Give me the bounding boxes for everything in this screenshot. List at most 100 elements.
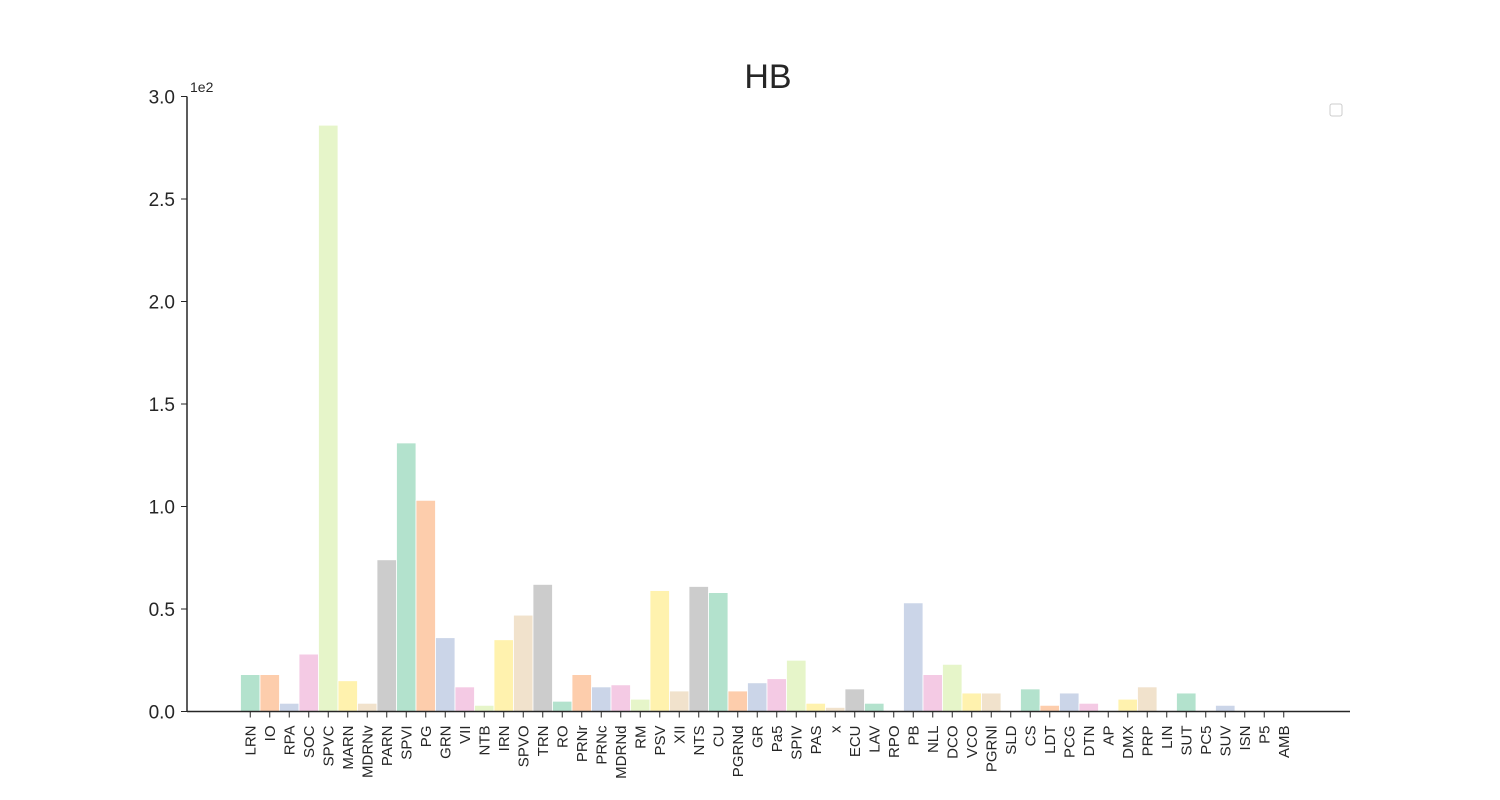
x-tick-label: PRNc (593, 725, 610, 765)
x-tick-label: LAV (866, 726, 883, 753)
y-axis: 0.0 0.5 1.0 1.5 2.0 2.5 3.0 (149, 88, 188, 724)
x-tick-label: ECU (847, 726, 864, 758)
bar-lav (864, 702, 885, 712)
bar-vii (454, 686, 475, 712)
bar-pg (415, 499, 436, 712)
bar-prp (1137, 686, 1158, 712)
y-scale-label: 1e2 (190, 79, 214, 95)
bar-pcg (1059, 692, 1080, 712)
x-tick-label: LDT (1042, 726, 1059, 754)
bar-lrn (240, 674, 261, 712)
x-tick-label: VCO (964, 726, 981, 759)
bar-spvo (513, 614, 534, 712)
x-tick-label: PCG (1061, 726, 1078, 759)
x-tick-label: PGRNd (730, 726, 747, 778)
bar-mdrnv (357, 702, 378, 712)
bar-spiv (786, 659, 807, 712)
bar-xii (669, 690, 690, 712)
x-tick-label: PC5 (1198, 726, 1215, 755)
x-tick-label: NTB (476, 726, 493, 756)
x-tick-label: DMX (1120, 726, 1137, 759)
x-tick-label: TRN (535, 726, 552, 757)
bar-spvi (396, 442, 417, 712)
x-tick-label: RPA (281, 726, 298, 756)
bar-prnr (571, 674, 592, 712)
x-tick-label: SPVO (515, 726, 532, 768)
bar-dco (942, 663, 963, 712)
x-tick-label: SUV (1217, 726, 1234, 757)
x-tick-label: PARN (379, 726, 396, 767)
x-tick-label: LRN (242, 726, 259, 756)
bar-soc (298, 653, 319, 712)
x-tick-label: MDRNv (359, 725, 376, 778)
x-tick-label: RPO (886, 726, 903, 759)
x-tick-label: IO (262, 726, 279, 742)
bar-rpa (279, 702, 300, 712)
x-tick-label: CS (1022, 726, 1039, 747)
x-tick-label: AMB (1276, 726, 1293, 759)
chart-title: HB (744, 58, 791, 96)
bar-pa5 (766, 678, 787, 712)
x-tick-label: SPVI (398, 726, 415, 760)
x-tick-label: SPIV (788, 726, 805, 760)
x-tick-label: MARN (340, 726, 357, 770)
bar-sut (1176, 692, 1197, 712)
bar-pas (805, 702, 826, 712)
bar-irn (493, 639, 514, 712)
bar-rm (630, 698, 651, 712)
bar-nll (922, 674, 943, 712)
x-tick-label: VII (457, 726, 474, 744)
x-tick-label: SUT (1178, 726, 1195, 756)
bar-vco (961, 692, 982, 712)
y-tick-label: 1.0 (149, 498, 175, 519)
x-tick-label: PB (905, 726, 922, 746)
legend-box (1329, 103, 1343, 117)
bar-cu (708, 592, 729, 712)
x-tick-label: GR (749, 725, 766, 748)
bar-gr (747, 682, 768, 712)
x-tick-label: PGRNl (983, 726, 1000, 773)
bar-spvc (318, 124, 339, 712)
bar-suv (1215, 704, 1236, 712)
x-tick-label: SOC (301, 725, 318, 758)
bar-trn (532, 584, 553, 712)
bar-ldt (1039, 704, 1060, 712)
y-tick-label: 1.5 (149, 395, 175, 416)
y-tick-label: 2.5 (149, 190, 175, 211)
x-tick-label: RM (632, 726, 649, 749)
bar-ecu (844, 688, 865, 712)
y-tick-label: 2.0 (149, 293, 175, 314)
bar-psv (649, 590, 670, 712)
x-tick-label: XII (671, 726, 688, 744)
bar-pgrnd (727, 690, 748, 712)
x-tick-label: PG (418, 726, 435, 748)
x-tick-label: PSV (652, 726, 669, 756)
bar-io (259, 674, 280, 712)
bar-ro (552, 700, 573, 712)
x-tick-label: x (827, 725, 844, 733)
x-tick-label: ISN (1237, 726, 1254, 751)
bar-prnc (591, 686, 612, 712)
x-tick-label: SLD (1003, 725, 1020, 754)
bars-group (240, 124, 1236, 712)
x-tick-label: MDRNd (613, 726, 630, 779)
bar-mdrnd (610, 684, 631, 712)
bar-ntb (474, 704, 495, 712)
y-tick-label: 3.0 (149, 88, 175, 109)
x-tick-label: CU (710, 726, 727, 748)
bar-dtn (1078, 702, 1099, 712)
bar-nts (688, 586, 709, 712)
x-tick-label: AP (1100, 726, 1117, 746)
x-tick-label: PAS (808, 726, 825, 755)
x-tick-label: DCO (944, 726, 961, 759)
bar-marn (337, 680, 358, 712)
x-tick-label: Pa5 (769, 726, 786, 753)
x-tick-label: PRP (1139, 726, 1156, 757)
x-tick-label: GRN (437, 726, 454, 759)
bar-parn (376, 559, 397, 712)
y-tick-label: 0.0 (149, 703, 175, 724)
x-tick-label: NLL (925, 726, 942, 754)
x-tick-label: RO (554, 726, 571, 749)
x-tick-label: P5 (1256, 726, 1273, 744)
